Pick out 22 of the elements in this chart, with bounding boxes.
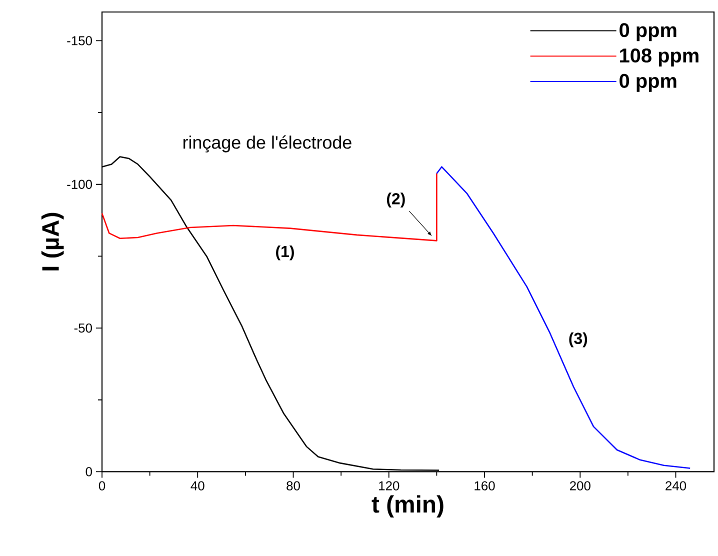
legend-label: 108 ppm	[620, 48, 698, 67]
annotation: (1)	[276, 245, 294, 260]
x-tick-label: 80	[286, 481, 300, 490]
y-tick-label: 0	[86, 467, 92, 476]
annotation: rinçage de l'électrode	[183, 135, 352, 152]
legend-label: 0 ppm	[620, 23, 676, 42]
x-tick-label: 0	[98, 481, 106, 490]
y-tick-label: -50	[74, 323, 92, 333]
x-tick-label: 200	[570, 481, 590, 490]
x-tick-label: 240	[666, 481, 686, 490]
legend-label: 0 ppm	[620, 74, 676, 92]
y-tick-label: -100	[67, 180, 92, 189]
x-tick-label: 120	[379, 481, 400, 490]
annotation: (2)	[386, 192, 405, 208]
y-axis-title: I (µA)	[41, 212, 64, 270]
annotation: (3)	[569, 332, 588, 348]
line-series	[101, 172, 438, 242]
line-series	[436, 166, 691, 469]
x-tick-label: 40	[190, 481, 204, 490]
y-tick-label: -150	[67, 36, 92, 46]
x-axis-title: t (min)	[372, 495, 444, 518]
x-tick-label: 160	[474, 481, 495, 490]
